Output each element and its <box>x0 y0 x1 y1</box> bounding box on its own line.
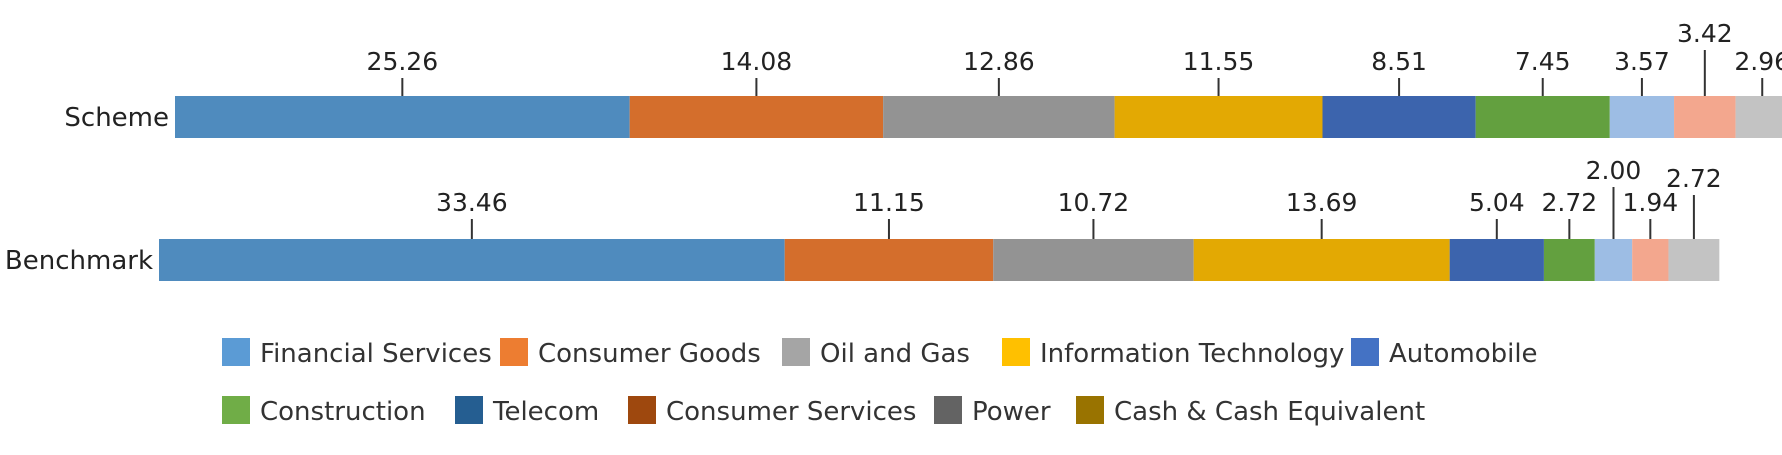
legend-label-automobile: Automobile <box>1389 339 1538 369</box>
bar-benchmark-consumer-services <box>1632 239 1669 281</box>
value-label-scheme-6: 3.57 <box>1614 47 1670 76</box>
bars-layer: Scheme 25.26 14.08 12.86 11.55 8.51 7.45 3.573.… <box>5 19 1782 281</box>
legend-swatch-construction <box>222 396 250 424</box>
legend-label-cash-cash-equivalent: Cash & Cash Equivalent <box>1114 397 1425 427</box>
value-label-scheme-8: 2.96 <box>1734 47 1782 76</box>
legend-label-power: Power <box>972 397 1051 427</box>
legend-swatch-oil-and-gas <box>782 338 810 366</box>
bar-scheme-construction <box>1475 96 1610 138</box>
legend-swatch-cash-cash-equivalent <box>1076 396 1104 424</box>
bar-scheme-consumer-services <box>1674 96 1736 138</box>
value-label-scheme-3: 11.55 <box>1183 47 1255 76</box>
bar-scheme-power <box>1735 96 1782 138</box>
bar-benchmark-automobile <box>1449 239 1544 281</box>
value-label-benchmark-1: 11.15 <box>853 188 925 217</box>
legend-label-telecom: Telecom <box>492 397 599 427</box>
bar-scheme-information-technology <box>1114 96 1323 138</box>
value-label-benchmark-5: 2.72 <box>1542 188 1598 217</box>
bar-benchmark-construction <box>1543 239 1595 281</box>
bar-scheme-telecom <box>1609 96 1675 138</box>
value-label-benchmark-0: 33.46 <box>436 188 508 217</box>
value-label-scheme-0: 25.26 <box>367 47 439 76</box>
legend-label-oil-and-gas: Oil and Gas <box>820 339 970 369</box>
bar-scheme-consumer-goods <box>629 96 884 138</box>
value-label-benchmark-3: 13.69 <box>1286 188 1358 217</box>
legend-swatch-telecom <box>455 396 483 424</box>
bar-scheme-oil-and-gas <box>883 96 1115 138</box>
value-label-scheme-4: 8.51 <box>1371 47 1427 76</box>
legend-swatch-consumer-goods <box>500 338 528 366</box>
bar-benchmark-consumer-goods <box>784 239 994 281</box>
legend-swatch-financial-services <box>222 338 250 366</box>
value-label-benchmark-4: 5.04 <box>1469 188 1525 217</box>
bar-benchmark-telecom <box>1594 239 1633 281</box>
legend-label-financial-services: Financial Services <box>260 339 492 369</box>
value-label-scheme-7: 3.42 <box>1677 19 1733 48</box>
value-label-scheme-1: 14.08 <box>721 47 793 76</box>
legend-label-consumer-goods: Consumer Goods <box>538 339 761 369</box>
legend-swatch-consumer-services <box>628 396 656 424</box>
category-label-scheme: Scheme <box>64 103 169 133</box>
category-label-benchmark: Benchmark <box>5 246 153 276</box>
legend-label-consumer-services: Consumer Services <box>666 397 916 427</box>
value-label-benchmark-7: 1.94 <box>1622 188 1678 217</box>
bar-scheme-automobile <box>1322 96 1476 138</box>
legend-swatch-automobile <box>1351 338 1379 366</box>
bar-benchmark-power <box>1668 239 1720 281</box>
legend: Financial Services Consumer Goods Oil and … <box>222 338 1538 427</box>
bar-benchmark-financial-services <box>159 239 785 281</box>
bar-scheme-financial-services <box>175 96 630 138</box>
legend-swatch-power <box>934 396 962 424</box>
legend-label-construction: Construction <box>260 397 426 427</box>
value-label-benchmark-6: 2.00 <box>1586 156 1642 185</box>
bar-benchmark-oil-and-gas <box>993 239 1194 281</box>
bar-benchmark-information-technology <box>1193 239 1450 281</box>
value-label-benchmark-2: 10.72 <box>1058 188 1130 217</box>
value-label-scheme-5: 7.45 <box>1515 47 1571 76</box>
legend-label-information-technology: Information Technology <box>1040 339 1344 369</box>
value-label-benchmark-8: 2.72 <box>1666 164 1722 193</box>
value-label-scheme-2: 12.86 <box>963 47 1035 76</box>
legend-swatch-information-technology <box>1002 338 1030 366</box>
